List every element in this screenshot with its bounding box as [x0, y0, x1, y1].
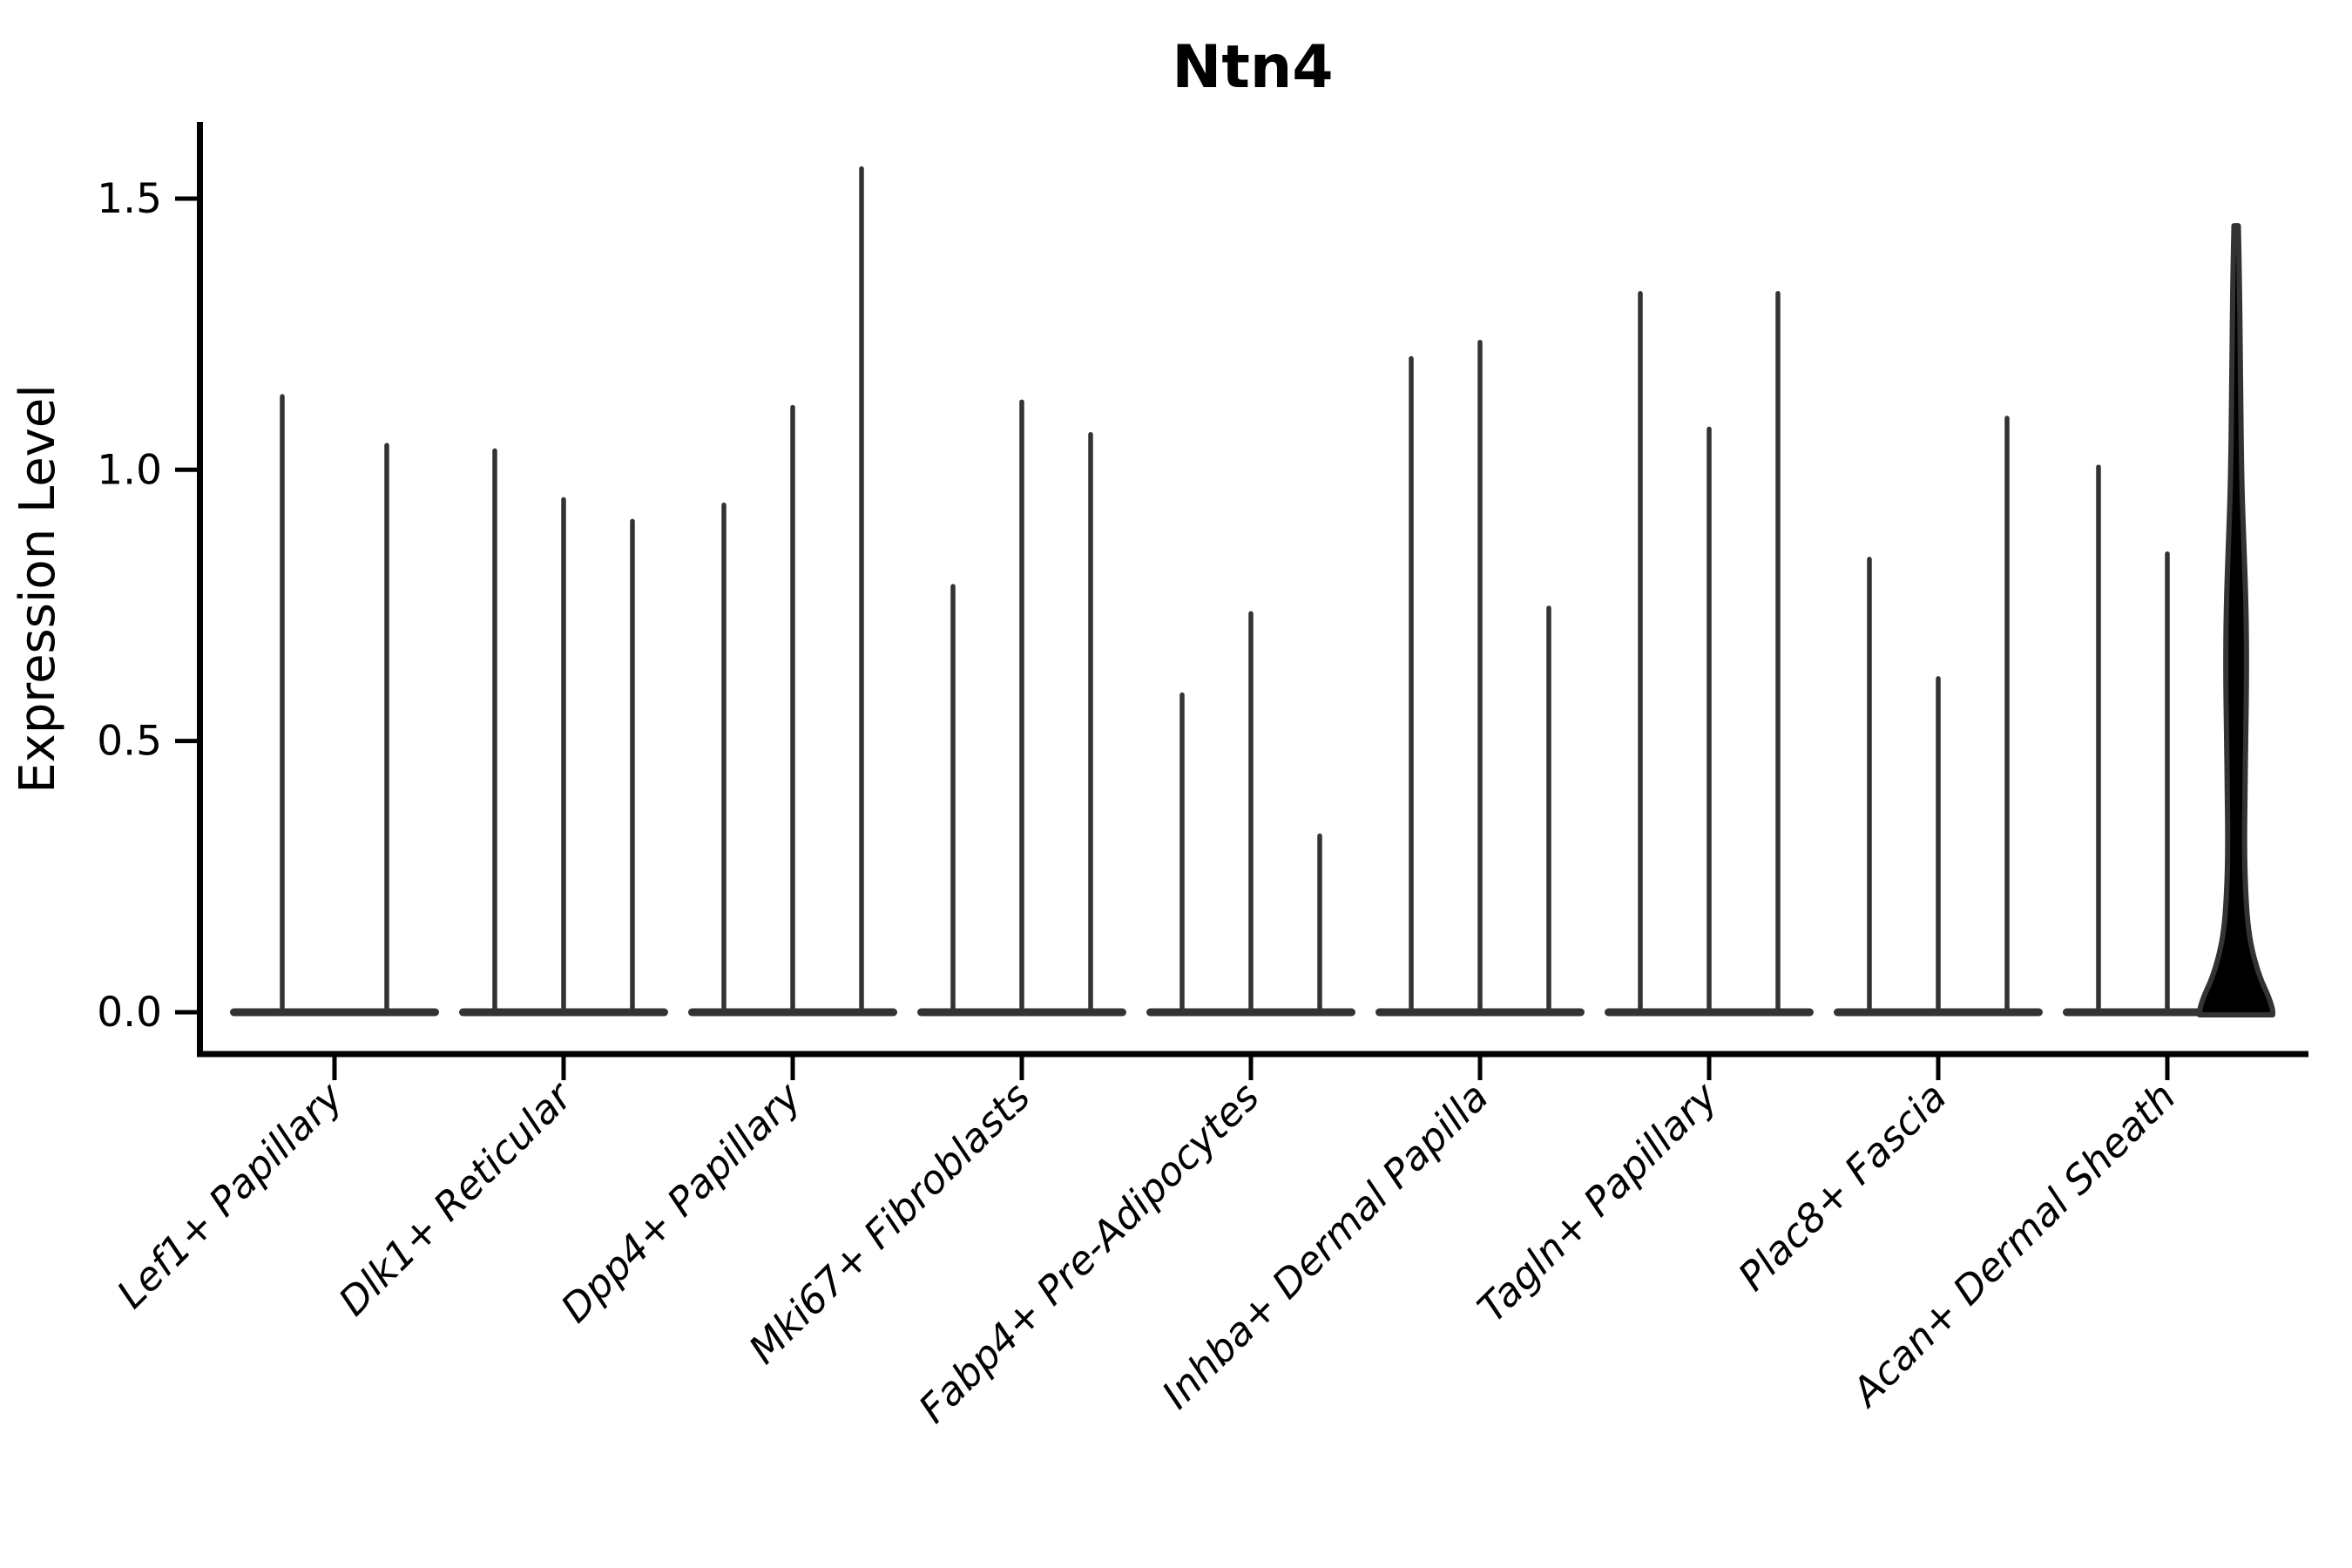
y-tick-label: 1.0 — [97, 446, 162, 494]
violin-group — [1605, 291, 1814, 1017]
x-tick-label: Plac8+ Fascia — [1729, 1073, 1956, 1300]
violin-base-bar — [230, 1008, 439, 1017]
violins — [230, 166, 2275, 1017]
violin-group — [2063, 223, 2275, 1017]
chart-title: Ntn4 — [1172, 33, 1333, 102]
x-tick-label: Lef1+ Papillary — [108, 1072, 353, 1317]
violin-group — [1146, 611, 1355, 1017]
y-axis-ticks: 0.0 0.5 1.0 1.5 — [97, 175, 197, 1037]
y-tick-label: 1.5 — [97, 175, 162, 223]
violin-group — [1375, 340, 1585, 1017]
y-tick-label: 0.0 — [97, 989, 162, 1037]
violin-group — [459, 448, 668, 1017]
violin-group — [230, 394, 439, 1017]
highlight-violin — [2197, 223, 2275, 1017]
violin-group — [917, 399, 1126, 1017]
violin-group — [1834, 416, 2043, 1017]
x-tick-label: Dlk1+ Reticular — [329, 1072, 582, 1325]
violin-group — [688, 166, 897, 1017]
x-tick-label: Dpp4+ Papillary — [552, 1072, 811, 1331]
y-axis-label: Expression Level — [10, 384, 66, 794]
y-tick-label: 0.5 — [97, 718, 162, 766]
x-tick-label: Tagln+ Papillary — [1469, 1072, 1727, 1331]
